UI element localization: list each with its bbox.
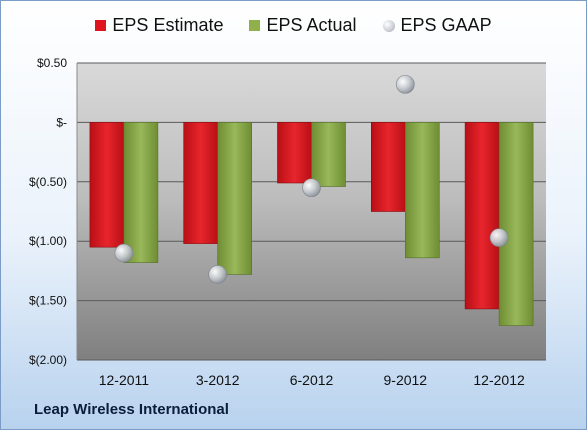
bar-eps-actual-6-2012 (311, 122, 346, 187)
bar-eps-estimate-3-2012 (183, 122, 218, 244)
legend-item-0: EPS Estimate (95, 15, 223, 36)
point-eps-gaap-3-2012 (208, 265, 227, 284)
legend-swatch-0 (95, 20, 107, 31)
bar-eps-actual-9-2012 (404, 122, 440, 259)
x-tick-label: 12-2011 (99, 372, 150, 388)
y-tick-label: $- (56, 115, 67, 129)
point-eps-gaap-6-2012 (302, 178, 321, 198)
bar-eps-estimate-12-2012 (464, 122, 500, 310)
x-tick-label: 12-2012 (473, 372, 525, 388)
bar-eps-actual-3-2012 (217, 122, 252, 275)
legend: EPS Estimate EPS Actual EPS GAAP (1, 15, 586, 36)
legend-swatch-1 (249, 20, 261, 31)
bar-eps-estimate-12-2011 (89, 122, 125, 248)
legend-label-1: EPS Actual (266, 15, 357, 35)
x-tick-label: 6-2012 (290, 372, 334, 388)
legend-item-1: EPS Actual (249, 15, 357, 36)
x-tick-label: 3-2012 (196, 372, 240, 388)
bar-eps-estimate-9-2012 (370, 122, 406, 212)
bar-eps-actual-12-2012 (498, 122, 534, 326)
legend-item-2: EPS GAAP (382, 15, 492, 36)
legend-label-2: EPS GAAP (400, 15, 492, 35)
bar-eps-estimate-6-2012 (277, 122, 312, 184)
legend-label-0: EPS Estimate (112, 15, 224, 35)
legend-swatch-2 (382, 19, 395, 32)
y-tick-label: $(0.50) (29, 175, 67, 189)
company-name: Leap Wireless International (34, 401, 229, 418)
y-tick-label: $(1.00) (29, 234, 67, 248)
y-tick-label: $0.50 (37, 56, 67, 70)
point-eps-gaap-9-2012 (395, 75, 415, 94)
x-tick-label: 9-2012 (384, 372, 428, 388)
y-tick-label: $(2.00) (29, 353, 67, 367)
y-tick-label: $(1.50) (29, 294, 67, 308)
bar-eps-actual-12-2011 (123, 122, 159, 263)
point-eps-gaap-12-2011 (114, 243, 134, 263)
point-eps-gaap-12-2012 (489, 228, 509, 247)
